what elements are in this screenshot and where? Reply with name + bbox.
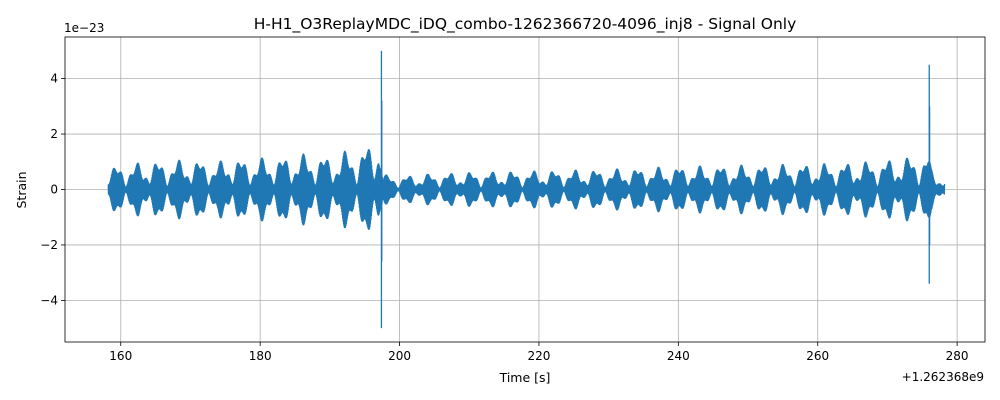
signal-series (107, 50, 946, 329)
y-tick-label: 2 (50, 127, 58, 141)
x-tick-label: 260 (806, 349, 829, 363)
axis-ticks: 160 180 200 220 240 260 280 −4 −2 0 2 4 (40, 72, 968, 363)
x-tick-label: 180 (249, 349, 272, 363)
y-tick-label: 4 (50, 72, 58, 86)
y-scale-label: 1e−23 (64, 21, 104, 35)
y-tick-label: −4 (40, 293, 58, 307)
x-tick-label: 240 (667, 349, 690, 363)
y-tick-label: 0 (50, 183, 58, 197)
x-tick-label: 200 (388, 349, 411, 363)
signal-line (107, 149, 946, 230)
y-axis-label: Strain (14, 171, 29, 208)
y-tick-label: −2 (40, 238, 58, 252)
x-axis-label: Time [s] (499, 370, 551, 385)
x-offset-label: +1.262368e9 (902, 370, 984, 384)
chart-title: H-H1_O3ReplayMDC_iDQ_combo-1262366720-40… (254, 15, 797, 34)
x-tick-label: 280 (946, 349, 969, 363)
x-tick-label: 220 (527, 349, 550, 363)
x-tick-label: 160 (109, 349, 132, 363)
